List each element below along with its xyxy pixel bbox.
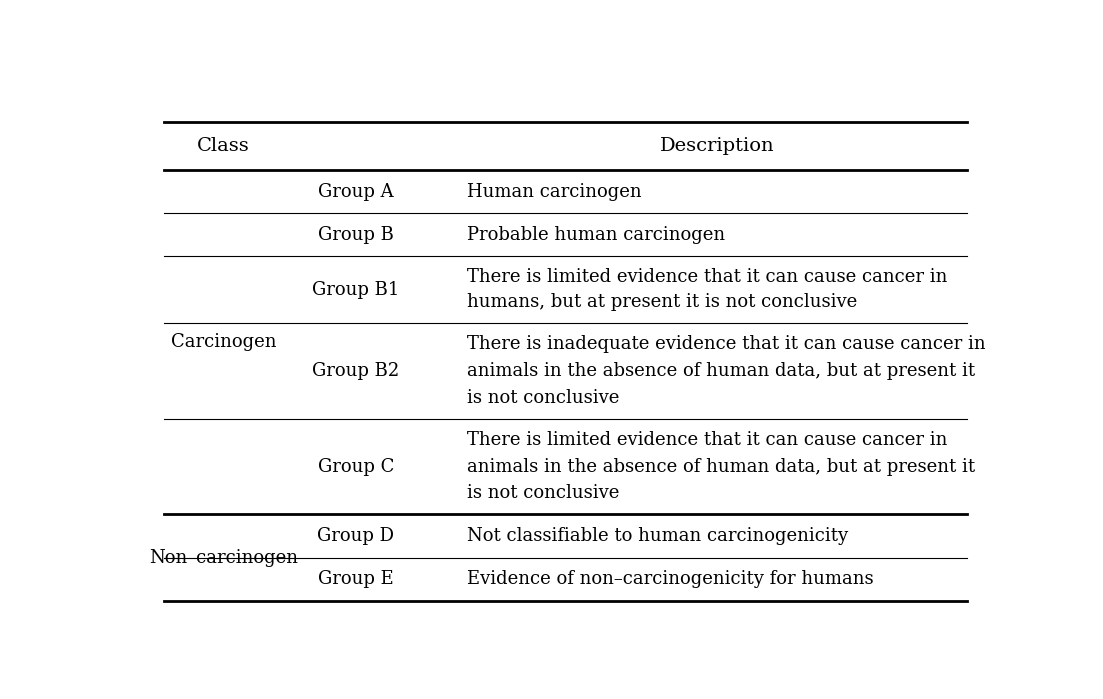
- Text: humans, but at present it is not conclusive: humans, but at present it is not conclus…: [467, 294, 857, 312]
- Text: There is limited evidence that it can cause cancer in: There is limited evidence that it can ca…: [467, 431, 947, 449]
- Text: Non–carcinogen: Non–carcinogen: [149, 549, 298, 566]
- Text: Group B2: Group B2: [312, 362, 399, 380]
- Text: is not conclusive: is not conclusive: [467, 389, 620, 407]
- Text: Group A: Group A: [318, 182, 394, 201]
- Text: is not conclusive: is not conclusive: [467, 484, 620, 502]
- Text: Carcinogen: Carcinogen: [171, 333, 276, 351]
- Text: Class: Class: [197, 137, 249, 154]
- Text: Not classifiable to human carcinogenicity: Not classifiable to human carcinogenicit…: [467, 527, 848, 545]
- Text: Description: Description: [660, 137, 774, 154]
- Text: animals in the absence of human data, but at present it: animals in the absence of human data, bu…: [467, 458, 975, 475]
- Text: There is limited evidence that it can cause cancer in: There is limited evidence that it can ca…: [467, 268, 947, 286]
- Text: animals in the absence of human data, but at present it: animals in the absence of human data, bu…: [467, 362, 975, 380]
- Text: Probable human carcinogen: Probable human carcinogen: [467, 226, 725, 243]
- Text: Group B: Group B: [318, 226, 394, 243]
- Text: Group C: Group C: [318, 458, 394, 475]
- Text: Group E: Group E: [318, 570, 394, 588]
- Text: Evidence of non–carcinogenicity for humans: Evidence of non–carcinogenicity for huma…: [467, 570, 874, 588]
- Text: Human carcinogen: Human carcinogen: [467, 182, 642, 201]
- Text: There is inadequate evidence that it can cause cancer in: There is inadequate evidence that it can…: [467, 336, 986, 354]
- Text: Group B1: Group B1: [312, 280, 399, 298]
- Text: Group D: Group D: [318, 527, 395, 545]
